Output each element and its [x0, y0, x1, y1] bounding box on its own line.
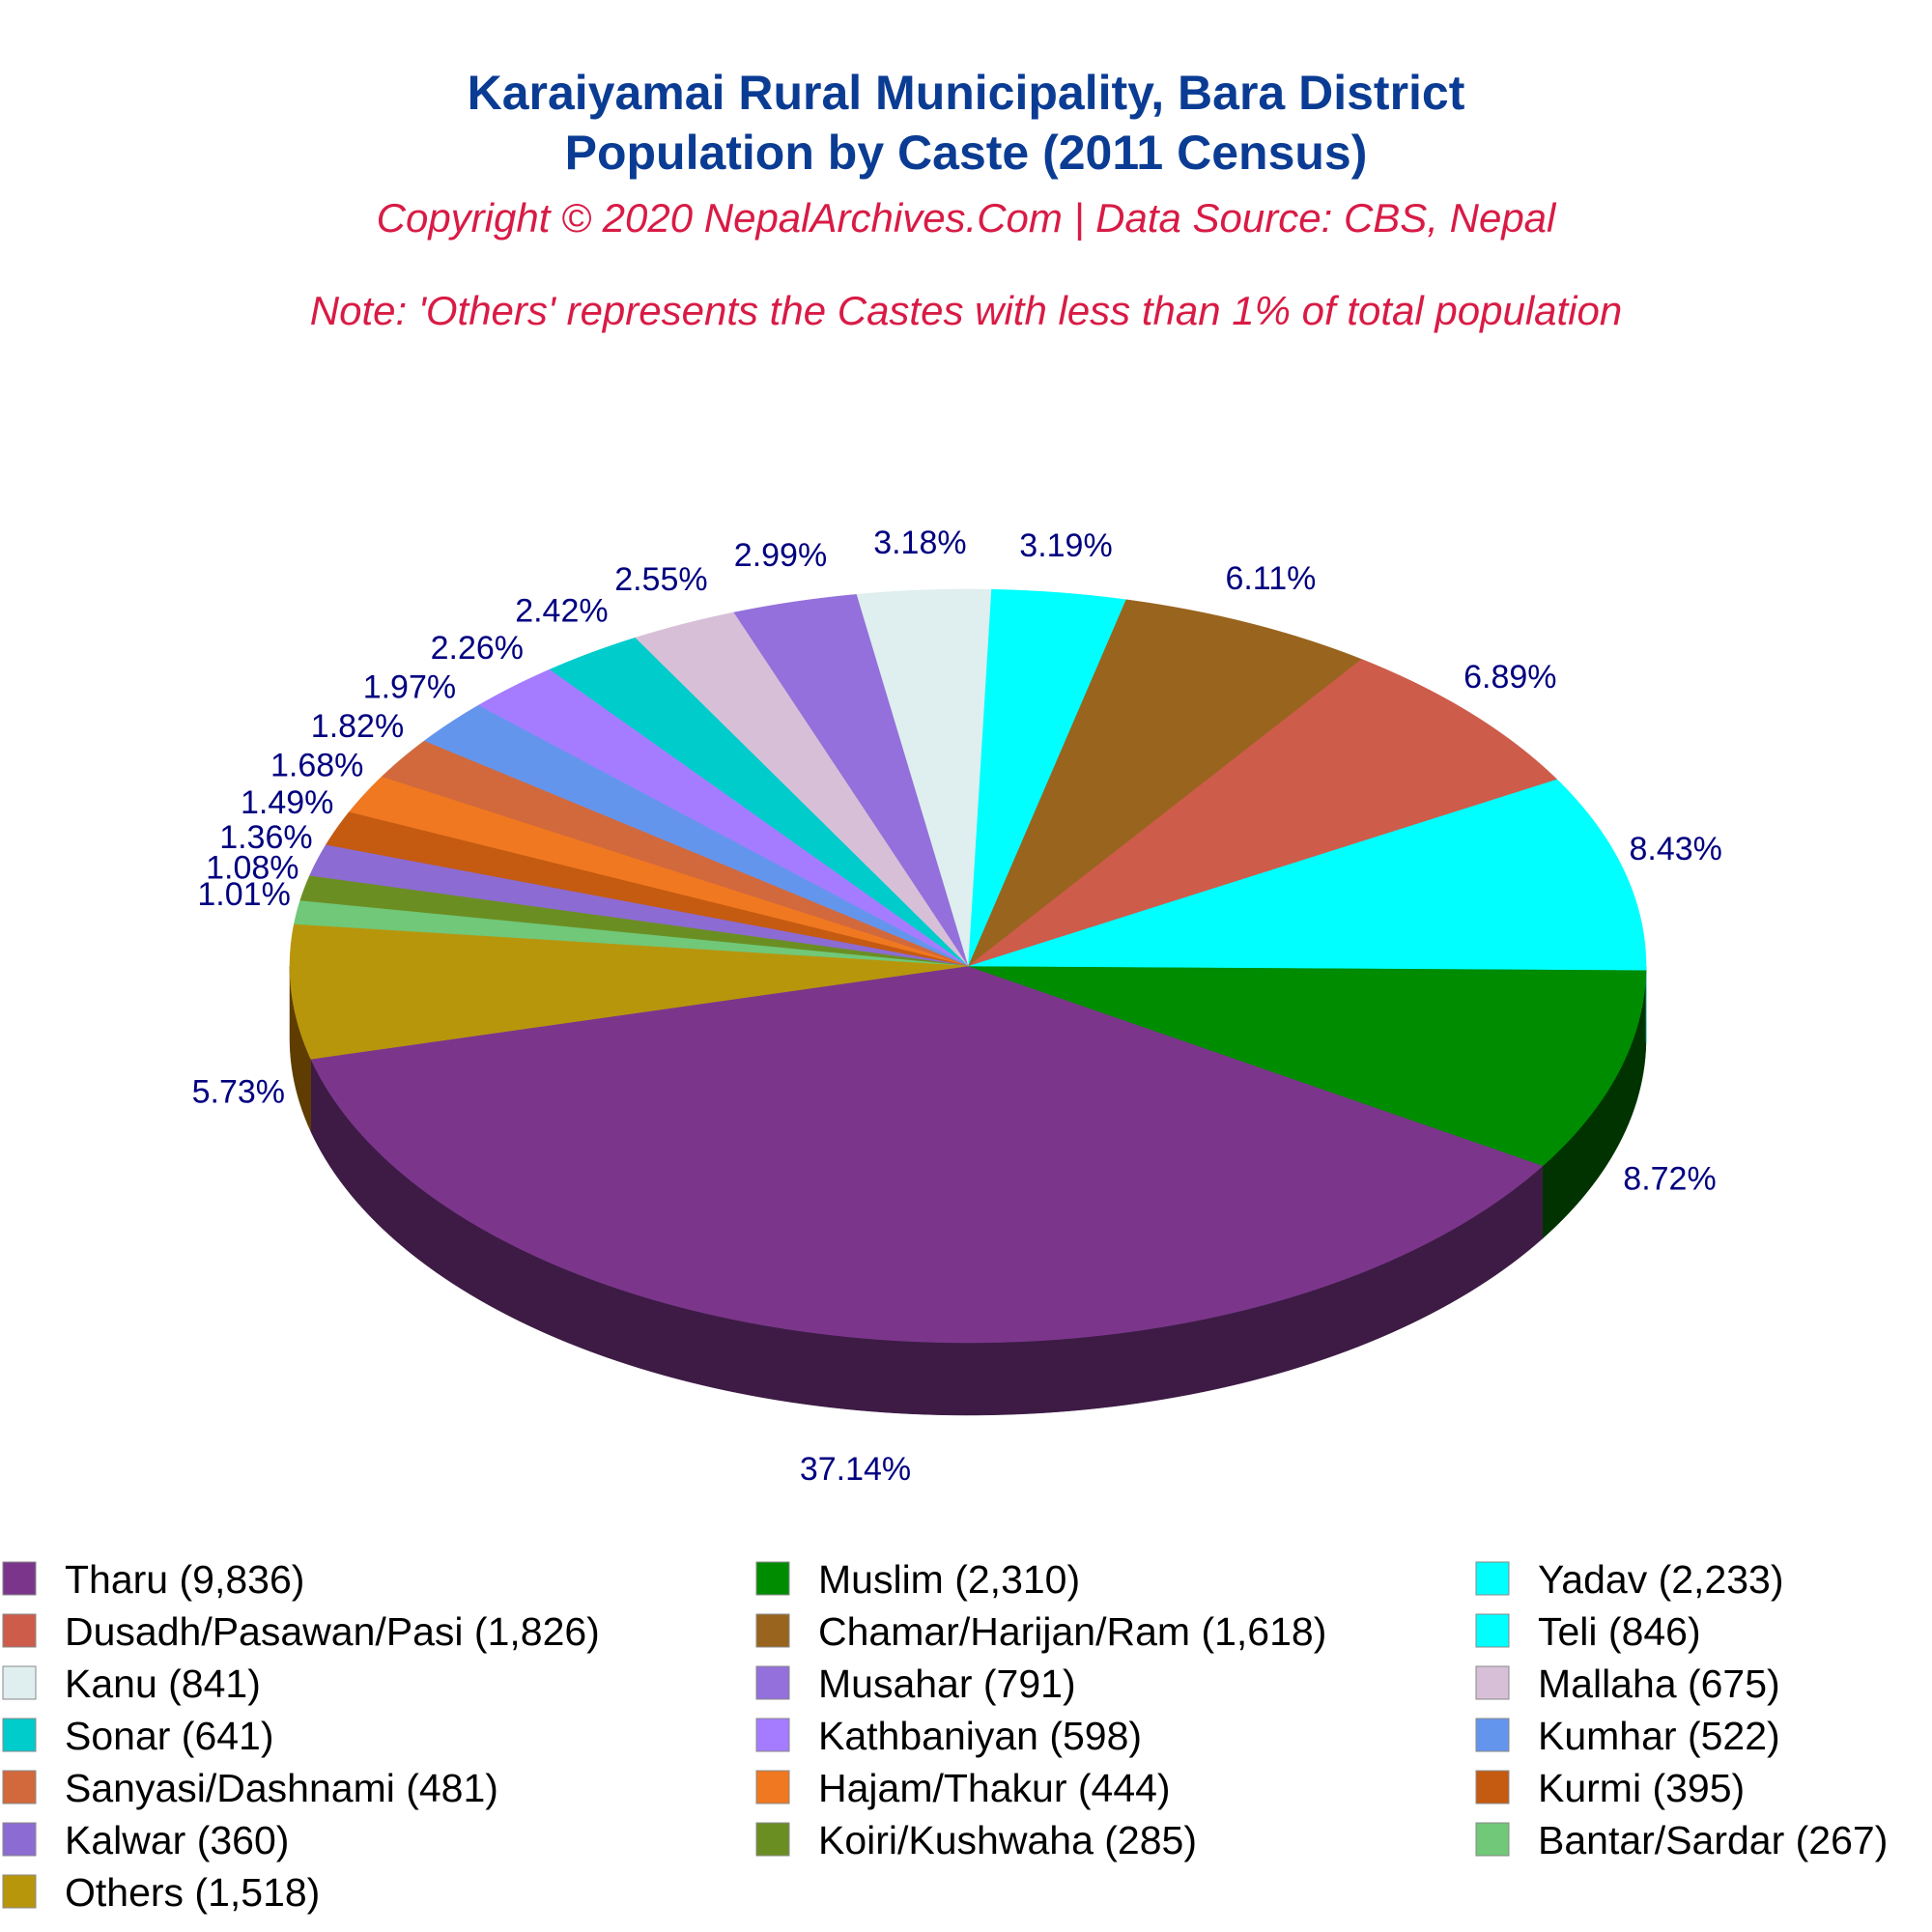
legend-label-tharu: Tharu (9,836)	[65, 1557, 304, 1602]
pct-label-yadav: 8.43%	[1629, 831, 1721, 867]
copyright-text: Copyright © 2020 NepalArchives.Com | Dat…	[377, 195, 1557, 242]
pct-label-kalwar: 1.36%	[219, 819, 312, 856]
legend-swatch-bantar-sardar	[1475, 1822, 1510, 1857]
legend: Tharu (9,836) Muslim (2,310) Yadav (2,233)…	[2, 1557, 1888, 1915]
legend-label-chamar-harijan-ram: Chamar/Harijan/Ram (1,618)	[818, 1609, 1326, 1654]
slice-kanu	[856, 588, 992, 967]
pct-label-others: 5.73%	[192, 1074, 285, 1111]
legend-swatch-teli	[1475, 1613, 1510, 1648]
pct-label-sanyasi-dashnami: 1.82%	[311, 708, 404, 745]
pct-label-sonar: 2.42%	[515, 593, 608, 630]
pct-label-tharu: 37.14%	[800, 1451, 911, 1488]
legend-swatch-yadav	[1475, 1561, 1510, 1596]
pie-top	[289, 588, 1647, 1344]
pct-label-kurmi: 1.49%	[241, 784, 333, 821]
pct-label-mallaha: 2.55%	[614, 561, 707, 598]
legend-label-others: Others (1,518)	[65, 1870, 320, 1915]
slice-kalwar	[308, 844, 969, 967]
pct-label-kanu: 3.18%	[873, 525, 966, 561]
chart-title: Karaiyamai Rural Municipality, Bara Dist…	[468, 66, 1465, 120]
slice-dusadh-pasawan-pasi	[967, 659, 1558, 967]
legend-swatch-others	[2, 1874, 37, 1909]
pct-label-muslim: 8.72%	[1623, 1160, 1716, 1197]
legend-swatch-sonar	[2, 1718, 37, 1752]
pct-label-dusadh-pasawan-pasi: 6.89%	[1463, 659, 1556, 696]
legend-label-kumhar: Kumhar (522)	[1538, 1714, 1780, 1758]
legend-swatch-dusadh-pasawan-pasi	[2, 1613, 37, 1648]
slice-bantar-sardar	[293, 900, 969, 967]
slice-kurmi	[325, 811, 969, 967]
legend-label-kathbaniyan: Kathbaniyan (598)	[818, 1714, 1142, 1758]
legend-label-yadav: Yadav (2,233)	[1538, 1557, 1784, 1602]
slice-musahar	[732, 594, 969, 967]
legend-swatch-kathbaniyan	[755, 1718, 790, 1752]
slice-kumhar	[423, 704, 969, 967]
chart-title-line-2: Population by Caste (2011 Census)	[565, 126, 1368, 180]
slice-tharu	[310, 965, 1544, 1344]
legend-label-bantar-sardar: Bantar/Sardar (267)	[1538, 1818, 1888, 1862]
legend-swatch-kanu	[2, 1665, 37, 1700]
slice-mallaha	[634, 611, 969, 967]
pct-label-musahar: 2.99%	[734, 537, 827, 574]
legend-label-musahar: Musahar (791)	[818, 1662, 1076, 1706]
legend-swatch-sanyasi-dashnami	[2, 1770, 37, 1804]
pct-label-koiri-kushwaha: 1.08%	[206, 849, 298, 886]
legend-swatch-hajam-thakur	[755, 1770, 790, 1804]
legend-label-teli: Teli (846)	[1538, 1609, 1701, 1654]
legend-label-dusadh-pasawan-pasi: Dusadh/Pasawan/Pasi (1,826)	[65, 1609, 600, 1654]
legend-swatch-muslim	[755, 1561, 790, 1596]
slice-koiri-kushwaha	[299, 875, 969, 967]
legend-label-kurmi: Kurmi (395)	[1538, 1766, 1745, 1810]
percentage-labels: 37.14% 8.72% 8.43% 6.89% 6.11% 3.19% 3.18% 2.99…	[192, 525, 1722, 1488]
slice-hajam-thakur	[348, 776, 969, 967]
legend-swatch-kurmi	[1475, 1770, 1510, 1804]
slice-teli	[967, 588, 1126, 967]
legend-swatch-koiri-kushwaha	[755, 1822, 790, 1857]
legend-swatch-musahar	[755, 1665, 790, 1700]
legend-swatch-chamar-harijan-ram	[755, 1613, 790, 1648]
legend-swatch-mallaha	[1475, 1665, 1510, 1700]
legend-label-muslim: Muslim (2,310)	[818, 1557, 1080, 1602]
slice-kathbaniyan	[477, 668, 969, 967]
slice-chamar-harijan-ram	[967, 599, 1362, 967]
slice-sanyasi-dashnami	[381, 740, 969, 967]
legend-label-koiri-kushwaha: Koiri/Kushwaha (285)	[818, 1818, 1197, 1862]
pct-label-kumhar: 1.97%	[363, 669, 456, 706]
legend-swatch-kumhar	[1475, 1718, 1510, 1752]
legend-swatch-kalwar	[2, 1822, 37, 1857]
legend-label-sonar: Sonar (641)	[65, 1714, 274, 1758]
slice-muslim	[967, 965, 1647, 1167]
pct-label-hajam-thakur: 1.68%	[270, 747, 363, 783]
legend-label-kanu: Kanu (841)	[65, 1662, 261, 1706]
legend-label-hajam-thakur: Hajam/Thakur (444)	[818, 1766, 1171, 1810]
pct-label-chamar-harijan-ram: 6.11%	[1225, 560, 1316, 597]
legend-label-sanyasi-dashnami: Sanyasi/Dashnami (481)	[65, 1766, 498, 1810]
legend-swatch-tharu	[2, 1561, 37, 1596]
slice-sonar	[549, 637, 969, 967]
pct-label-kathbaniyan: 2.26%	[431, 630, 524, 667]
legend-label-mallaha: Mallaha (675)	[1538, 1662, 1780, 1706]
legend-label-kalwar: Kalwar (360)	[65, 1818, 289, 1862]
pct-label-bantar-sardar: 1.01%	[197, 876, 290, 913]
slice-others	[289, 923, 969, 1060]
pct-label-teli: 3.19%	[1019, 527, 1112, 564]
note-text: Note: 'Others' represents the Castes wit…	[310, 288, 1622, 333]
slice-yadav	[967, 779, 1647, 971]
